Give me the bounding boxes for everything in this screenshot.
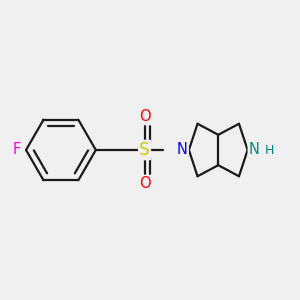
Text: H: H xyxy=(265,143,274,157)
Text: N: N xyxy=(177,142,188,158)
Text: F: F xyxy=(13,142,21,158)
Text: O: O xyxy=(139,176,150,191)
Text: N: N xyxy=(249,142,260,158)
Text: S: S xyxy=(139,141,150,159)
Text: O: O xyxy=(139,109,150,124)
